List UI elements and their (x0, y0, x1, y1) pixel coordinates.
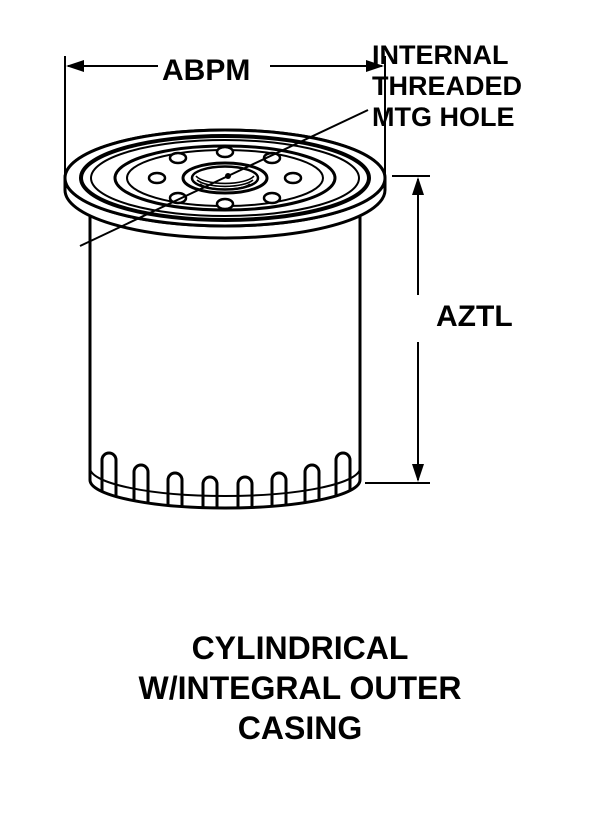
annotation-mtg-hole: INTERNAL THREADED MTG HOLE (372, 40, 522, 133)
caption: CYLINDRICAL W/INTEGRAL OUTER CASING (0, 628, 600, 748)
diagram-container: ABPM INTERNAL THREADED MTG HOLE AZTL CYL… (0, 0, 600, 840)
caption-line-1: CYLINDRICAL (0, 628, 600, 668)
dim-label-aztl: AZTL (436, 300, 513, 334)
dim-label-abpm: ABPM (162, 54, 250, 88)
annotation-line-3: MTG HOLE (372, 102, 522, 133)
annotation-line-2: THREADED (372, 71, 522, 102)
caption-line-2: W/INTEGRAL OUTER (0, 668, 600, 708)
annotation-line-1: INTERNAL (372, 40, 522, 71)
caption-line-3: CASING (0, 708, 600, 748)
